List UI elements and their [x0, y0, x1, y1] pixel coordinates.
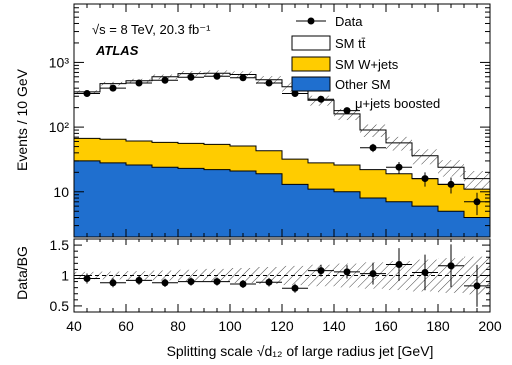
- legend-ttbar-label: SM tt̄: [335, 36, 366, 51]
- uncertainty-band: [100, 81, 126, 86]
- data-point: [135, 79, 143, 87]
- othersm-bar: [334, 191, 360, 237]
- data-point: [369, 144, 377, 152]
- ratio-point: [213, 278, 221, 286]
- ratio-point: [317, 267, 325, 275]
- x-tick-label: 160: [374, 318, 398, 334]
- othersm-bar: [126, 164, 152, 237]
- othersm-bar: [256, 173, 282, 237]
- othersm-bar: [412, 206, 438, 237]
- data-point: [213, 72, 221, 80]
- x-tick-label: 120: [270, 318, 294, 334]
- ratio-point: [109, 279, 117, 287]
- uncertainty-band: [386, 136, 412, 151]
- ratio-panel: 40 60 80 100 120 140 160 180 200 0.5 1 1.5: [50, 237, 502, 334]
- legend-othersm-swatch: [291, 76, 331, 92]
- ratio-point: [473, 282, 481, 290]
- legend-wjets-swatch: [291, 56, 331, 72]
- uncertainty-band: [412, 149, 438, 165]
- ratio-point: [83, 275, 91, 283]
- uncertainty-band: [438, 160, 464, 177]
- main-y-axis-label: Events / 10 GeV: [14, 68, 30, 171]
- main-panel: 10 10² 10³: [49, 3, 491, 238]
- ratio-point: [135, 276, 143, 284]
- x-tick-label: 60: [118, 318, 134, 334]
- experiment-label: ATLAS: [95, 43, 139, 58]
- othersm-bar: [204, 169, 230, 237]
- ratio-point: [447, 262, 455, 270]
- data-point: [265, 79, 273, 87]
- othersm-bar: [230, 170, 256, 237]
- ratio-y-tick-label: 1.5: [50, 237, 70, 253]
- x-tick-label: 40: [66, 318, 82, 334]
- data-point: [447, 180, 455, 188]
- ratio-uncertainty-band: [178, 269, 204, 282]
- ratio-point: [343, 268, 351, 276]
- legend-data-marker: [307, 17, 315, 25]
- othersm-bar: [308, 189, 334, 237]
- data-point: [239, 74, 247, 82]
- data-point: [395, 163, 403, 171]
- data-point: [317, 95, 325, 103]
- main-y-tick-label: 10³: [49, 54, 70, 70]
- ratio-uncertainty-band: [256, 267, 282, 284]
- channel-label: μ+jets boosted: [355, 96, 440, 111]
- ratio-point: [421, 268, 429, 276]
- data-point: [187, 73, 195, 81]
- wjets-outline: [74, 137, 490, 190]
- uncertainty-band: [464, 170, 490, 190]
- x-tick-label: 180: [426, 318, 450, 334]
- legend-wjets-label: SM W+jets: [335, 57, 399, 72]
- x-tick-label: 140: [322, 318, 346, 334]
- othersm-bar: [360, 198, 386, 237]
- legend-data-label: Data: [335, 14, 363, 29]
- ratio-point: [161, 279, 169, 287]
- data-point: [421, 175, 429, 183]
- othersm-bar: [100, 162, 126, 237]
- main-y-tick-label: 10²: [49, 119, 70, 135]
- uncertainty-band: [360, 124, 386, 137]
- data-point: [109, 84, 117, 92]
- ratio-point: [265, 278, 273, 286]
- othersm-bar: [152, 167, 178, 237]
- ratio-point: [395, 261, 403, 269]
- legend-ttbar-swatch: [291, 35, 331, 51]
- data-point: [473, 198, 481, 206]
- othersm-bar: [178, 168, 204, 237]
- othersm-bar: [74, 160, 100, 237]
- othersm-bar: [464, 217, 490, 237]
- legend-othersm-label: Other SM: [335, 77, 391, 92]
- energy-lumi-label: √s = 8 TeV, 20.3 fb⁻¹: [92, 22, 211, 37]
- data-point: [83, 90, 91, 98]
- ratio-y-tick-label: 1: [61, 268, 69, 284]
- ratio-y-tick-label: 0.5: [50, 298, 70, 314]
- ratio-point: [369, 270, 377, 278]
- ratio-y-axis-label: Data/BG: [14, 246, 30, 300]
- othersm-bar: [282, 184, 308, 237]
- ratio-point: [239, 280, 247, 288]
- data-point: [343, 107, 351, 115]
- ratio-point: [291, 284, 299, 292]
- legend: Data SM tt̄ SM W+jets Other SM: [291, 14, 399, 92]
- othersm-bar: [438, 211, 464, 237]
- x-axis-label: Splitting scale √d₁₂ of large radius jet…: [167, 343, 434, 359]
- x-tick-label: 80: [170, 318, 186, 334]
- data-point: [161, 76, 169, 84]
- othersm-outline: [74, 160, 490, 219]
- main-y-tick-label: 10: [53, 184, 69, 200]
- x-tick-label: 200: [478, 318, 502, 334]
- ratio-point: [187, 278, 195, 286]
- data-point: [291, 90, 299, 98]
- uncertainty-band: [334, 108, 360, 121]
- x-tick-label: 100: [218, 318, 242, 334]
- othersm-bar: [386, 201, 412, 237]
